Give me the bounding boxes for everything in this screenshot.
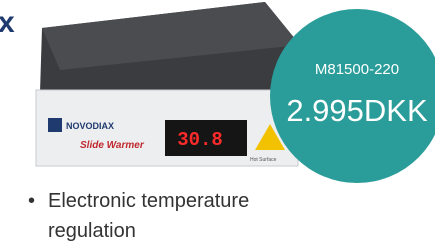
brand: NOVODIAX xyxy=(66,121,114,131)
warning-text: Hot Surface xyxy=(250,157,277,163)
model-name: Slide Warmer xyxy=(80,140,145,151)
bullet: • xyxy=(28,186,48,246)
price: 2.995DKK xyxy=(286,93,428,128)
display-value: 30.8 xyxy=(177,129,223,151)
brand-logo xyxy=(48,118,62,132)
sku: M81500-220 xyxy=(315,61,399,78)
feature-item: •Electronic temperature regulation xyxy=(28,186,318,246)
feature-text: Electronic temperature regulation xyxy=(48,186,318,246)
close-button[interactable]: x xyxy=(0,8,15,38)
product-card: NOVODIAX Slide Warmer 30.8 Hot Surface M… xyxy=(0,0,435,251)
